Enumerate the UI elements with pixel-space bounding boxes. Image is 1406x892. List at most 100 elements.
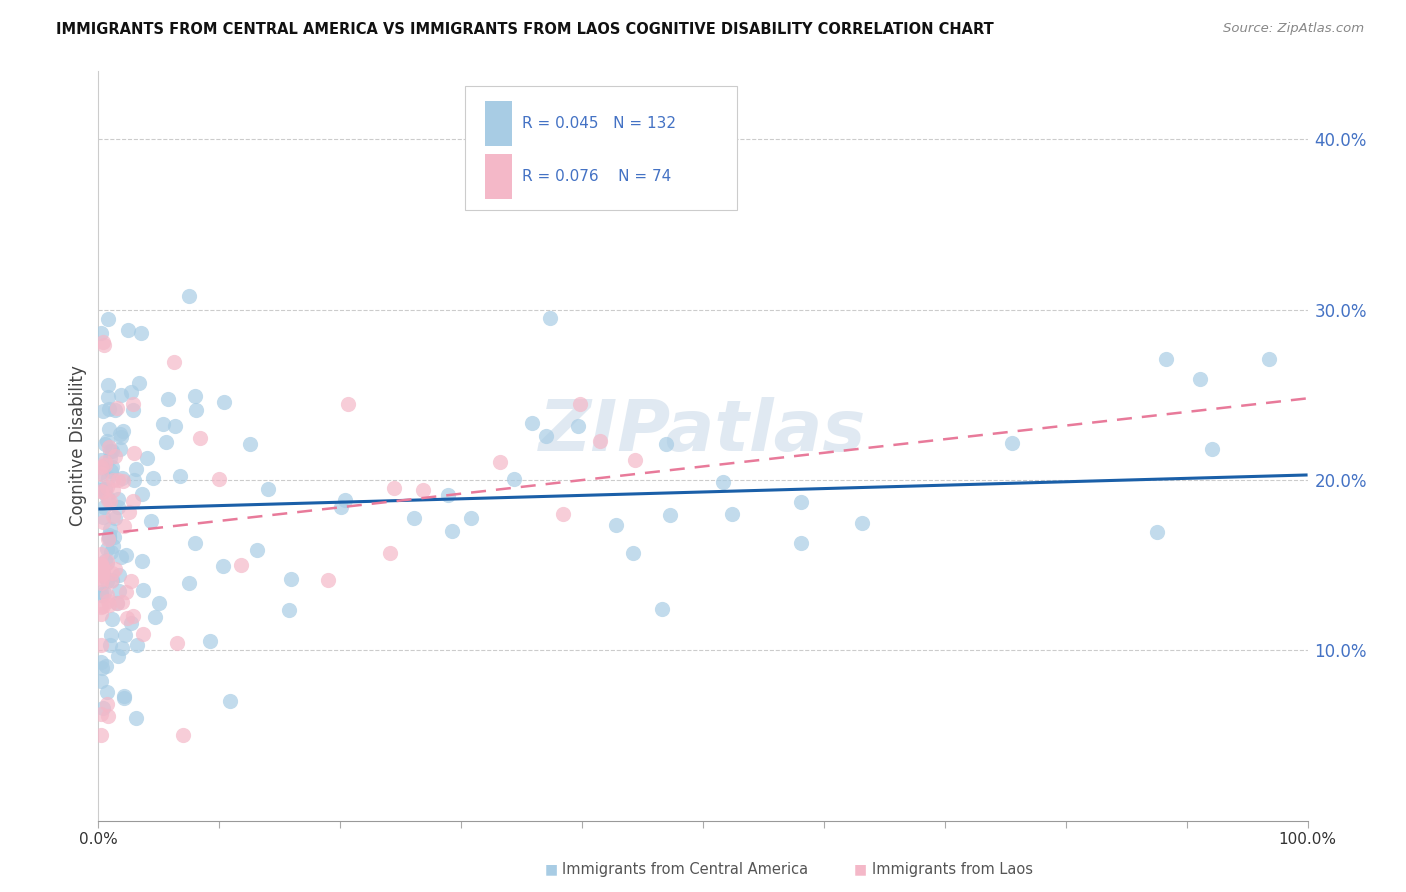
Point	[198, 634, 221, 648]
Point	[111, 474, 134, 488]
Point	[90, 326, 112, 341]
Point	[97, 492, 120, 507]
Point	[124, 445, 146, 459]
Point	[97, 594, 120, 608]
Point	[711, 475, 734, 489]
Point	[412, 483, 434, 498]
Point	[90, 638, 112, 652]
Point	[96, 588, 118, 602]
Point	[330, 500, 353, 515]
Point	[238, 437, 260, 451]
Point	[98, 444, 121, 458]
Point	[110, 388, 132, 402]
Point	[97, 390, 120, 404]
Point	[142, 471, 165, 485]
Point	[98, 530, 121, 544]
Point	[107, 648, 129, 663]
Point	[122, 494, 145, 508]
Point	[177, 576, 200, 591]
Point	[107, 473, 129, 487]
Point	[93, 436, 115, 450]
Point	[94, 482, 117, 496]
Point	[1146, 525, 1168, 540]
Point	[624, 452, 647, 467]
Point	[110, 430, 132, 444]
Point	[125, 711, 148, 725]
Bar	[485, 102, 512, 146]
Point	[488, 455, 510, 469]
Point	[98, 521, 121, 535]
Point	[112, 689, 135, 703]
Point	[112, 519, 135, 533]
Point	[105, 596, 128, 610]
Point	[98, 450, 121, 465]
Point	[93, 500, 115, 514]
Point	[100, 493, 122, 508]
Point	[402, 510, 425, 524]
Point	[90, 576, 112, 591]
Point	[120, 384, 142, 399]
Point	[104, 511, 127, 525]
Point	[120, 615, 142, 630]
Point	[155, 435, 177, 450]
Point	[120, 574, 142, 588]
Point	[96, 697, 118, 711]
Point	[124, 473, 146, 487]
Point	[91, 509, 114, 524]
Point	[90, 566, 112, 580]
Point	[96, 490, 118, 504]
Point	[503, 472, 526, 486]
Point	[117, 505, 139, 519]
Point	[156, 392, 179, 406]
Point	[122, 397, 145, 411]
Point	[108, 584, 131, 599]
Point	[96, 685, 118, 699]
Point	[1201, 442, 1223, 456]
Point	[97, 531, 120, 545]
Point	[111, 595, 134, 609]
Point	[184, 403, 207, 417]
Point	[97, 599, 120, 613]
Point	[107, 500, 129, 514]
Point	[91, 558, 114, 573]
Point	[131, 554, 153, 568]
Point	[207, 472, 229, 486]
Point	[98, 528, 121, 542]
Point	[179, 288, 201, 302]
Point	[659, 508, 682, 523]
Point	[183, 389, 205, 403]
Point	[94, 554, 117, 568]
Point	[96, 554, 118, 568]
Point	[103, 529, 125, 543]
Point	[90, 483, 112, 498]
Point	[104, 562, 127, 576]
Point	[90, 557, 112, 571]
Point	[551, 507, 574, 521]
Point	[114, 628, 136, 642]
Point	[115, 548, 138, 562]
Point	[172, 729, 194, 743]
Point	[214, 394, 236, 409]
Point	[108, 442, 131, 456]
Point	[121, 402, 143, 417]
Point	[588, 434, 610, 448]
Point	[122, 609, 145, 624]
Point	[98, 422, 121, 436]
Point	[93, 515, 115, 529]
Point	[105, 401, 128, 415]
Point	[460, 511, 482, 525]
Point	[94, 458, 117, 473]
Point	[132, 583, 155, 598]
Point	[790, 536, 813, 550]
Point	[111, 641, 134, 656]
Point	[651, 602, 673, 616]
Point	[100, 545, 122, 559]
Point	[97, 401, 120, 416]
Point	[104, 403, 127, 417]
Point	[131, 326, 153, 340]
Point	[101, 473, 124, 487]
Text: ZIPatlas: ZIPatlas	[540, 397, 866, 466]
Point	[105, 597, 128, 611]
Text: Immigrants from Laos: Immigrants from Laos	[872, 863, 1033, 877]
Point	[91, 334, 114, 349]
